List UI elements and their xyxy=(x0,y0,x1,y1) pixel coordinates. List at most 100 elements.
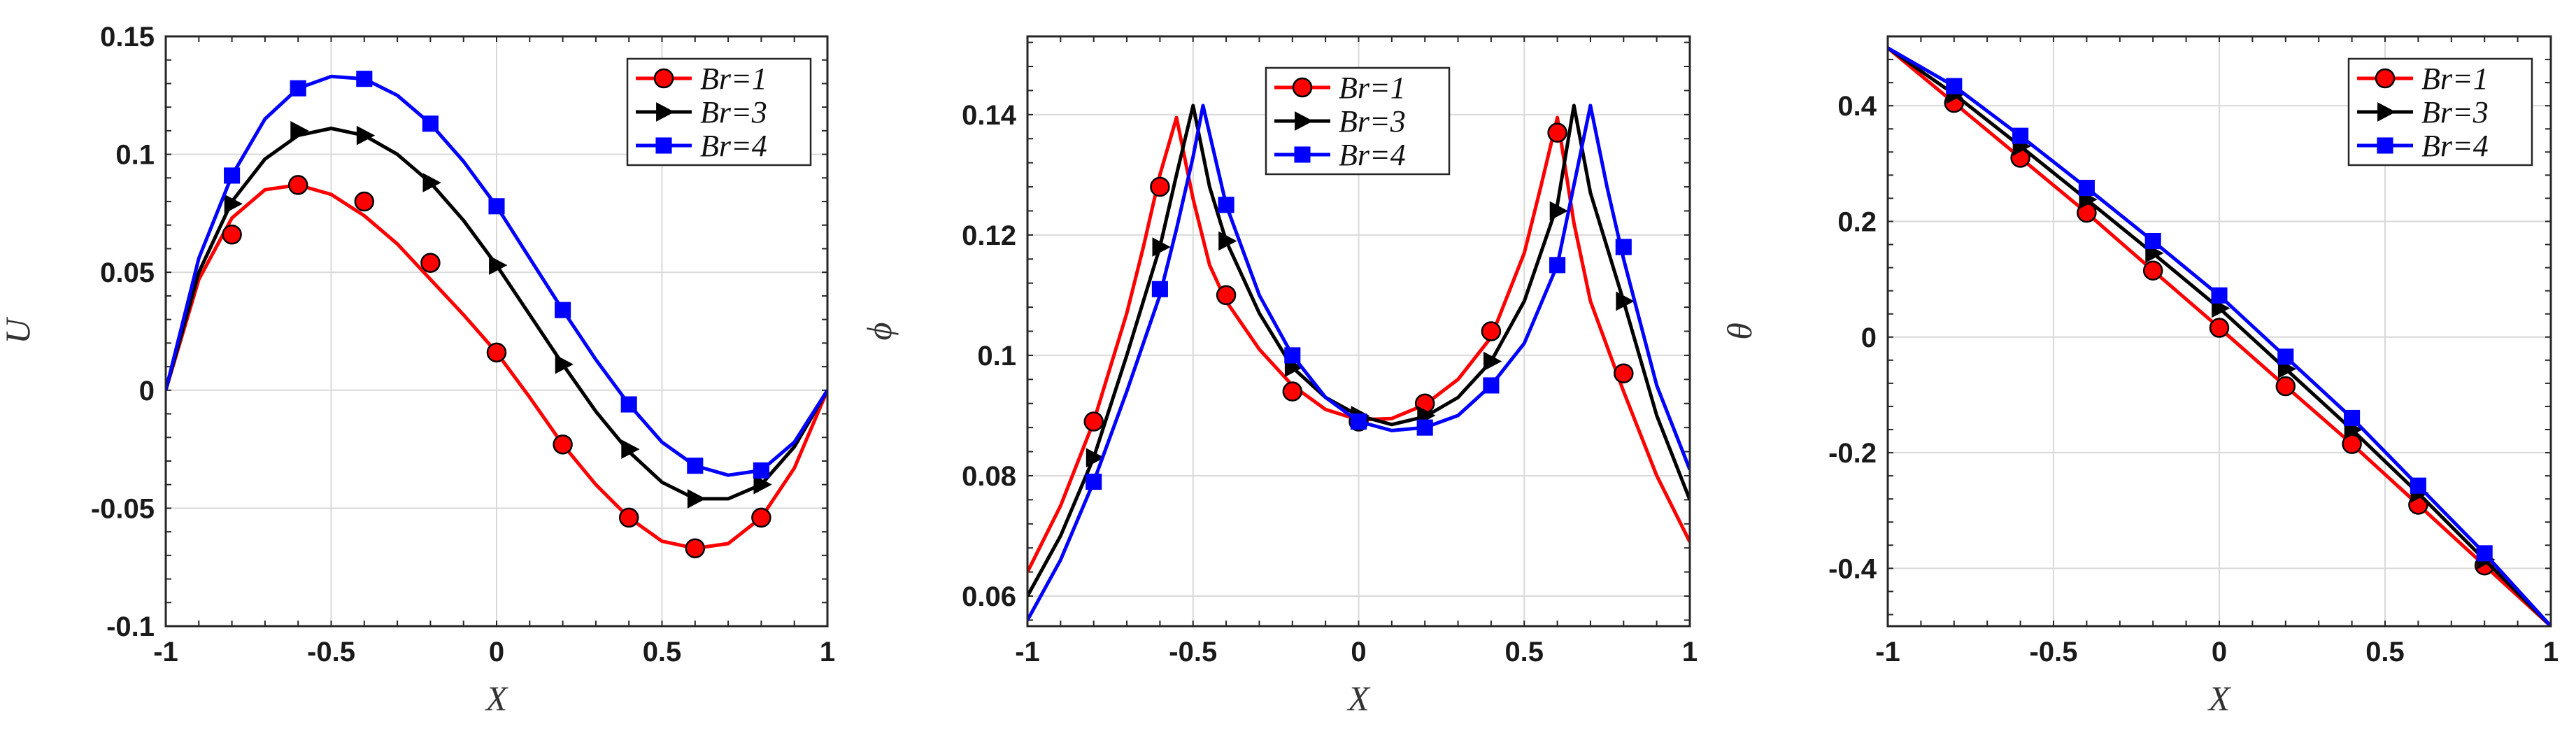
legend-label: Br=3 xyxy=(1339,104,1406,139)
y-tick-label: -0.4 xyxy=(1828,553,1877,584)
legend-marker-Br=3 xyxy=(656,102,675,122)
y-tick-label: 0.08 xyxy=(962,461,1016,492)
data-point-Br=1 xyxy=(354,191,375,212)
data-point-Br=4 xyxy=(2344,409,2361,427)
legend-label: Br=3 xyxy=(2421,95,2489,129)
data-point-Br=3 xyxy=(1549,201,1568,221)
x-tick-label: -1 xyxy=(1015,637,1040,667)
legend-label: Br=1 xyxy=(700,62,767,96)
data-point-Br=3 xyxy=(1152,237,1171,257)
x-tick-label: 0.5 xyxy=(1504,637,1544,667)
x-tick-label: -0.5 xyxy=(307,637,355,667)
data-point-Br=4 xyxy=(2277,348,2294,365)
series-group xyxy=(1027,104,1690,621)
x-tick-label: 1 xyxy=(2543,637,2559,667)
series-line-Br=3 xyxy=(1027,104,1690,597)
data-point-Br=4 xyxy=(1416,419,1433,436)
x-tick-label: 1 xyxy=(1682,637,1698,667)
data-point-Br=4 xyxy=(2410,477,2426,494)
y-tick-label: 0.14 xyxy=(962,100,1017,131)
y-tick-label: 0.12 xyxy=(962,220,1016,251)
x-tick-label: -0.5 xyxy=(2030,637,2078,667)
data-point-Br=1 xyxy=(1282,381,1303,402)
panel-u-velocity: -1 -0.5 0 0.5 1-0.1-0.0500.050.10.15XUBr=1Br… xyxy=(0,22,835,718)
data-point-Br=4 xyxy=(2211,287,2228,304)
data-point-Br=4 xyxy=(290,80,306,97)
data-point-Br=4 xyxy=(2476,545,2493,562)
x-tick-label: 0 xyxy=(2212,637,2227,667)
series-group xyxy=(1888,46,2551,626)
data-point-Br=4 xyxy=(224,167,241,184)
data-point-Br=1 xyxy=(751,507,771,528)
data-point-Br=3 xyxy=(356,125,376,146)
data-point-Br=4 xyxy=(2144,233,2161,250)
y-axis-label: ϕ xyxy=(860,323,899,341)
y-axis-label: U xyxy=(0,317,37,344)
data-point-Br=3 xyxy=(422,173,441,192)
data-point-Br=4 xyxy=(488,198,505,215)
y-tick-label: 0.1 xyxy=(977,341,1016,372)
legend-label: Br=4 xyxy=(700,129,767,163)
y-tick-label: 0.1 xyxy=(115,140,155,171)
data-point-Br=3 xyxy=(1086,448,1105,467)
data-point-Br=4 xyxy=(1483,377,1500,394)
data-point-Br=3 xyxy=(290,121,309,141)
y-tick-label: -0.05 xyxy=(91,493,155,524)
data-point-Br=4 xyxy=(2078,179,2095,197)
legend-marker-Br=4 xyxy=(2377,137,2393,154)
legend: Br=1Br=3Br=4 xyxy=(1265,66,1451,176)
y-tick-label: 0.4 xyxy=(1837,91,1877,122)
data-point-Br=4 xyxy=(1350,413,1367,430)
data-point-Br=3 xyxy=(224,194,243,214)
legend: Br=1Br=3Br=4 xyxy=(626,57,812,167)
legend-marker-Br=1 xyxy=(2375,68,2396,89)
data-point-Br=4 xyxy=(1218,197,1234,213)
data-point-Br=1 xyxy=(685,538,706,558)
y-tick-label: 0.15 xyxy=(100,22,155,52)
x-tick-label: -1 xyxy=(1875,637,1900,667)
x-tick-label: 0.5 xyxy=(2365,637,2405,667)
legend: Br=1Br=3Br=4 xyxy=(2347,57,2533,167)
data-point-Br=1 xyxy=(486,342,507,363)
data-point-Br=1 xyxy=(553,434,573,455)
data-point-Br=1 xyxy=(1481,321,1502,341)
x-axis-label: X xyxy=(485,679,509,718)
data-point-Br=3 xyxy=(555,354,574,374)
data-point-Br=4 xyxy=(555,302,571,318)
data-point-Br=4 xyxy=(1549,257,1566,274)
x-tick-label: 0 xyxy=(489,637,504,667)
x-tick-label: 0 xyxy=(1351,637,1366,667)
data-point-Br=3 xyxy=(753,474,772,495)
x-tick-label: 1 xyxy=(820,637,835,667)
data-point-Br=3 xyxy=(2212,298,2230,318)
data-point-Br=1 xyxy=(1150,176,1170,197)
data-point-Br=1 xyxy=(2275,376,2296,397)
x-tick-label: 0.5 xyxy=(643,637,682,667)
y-axis-label: θ xyxy=(1720,323,1759,340)
data-point-Br=1 xyxy=(1547,122,1567,143)
data-point-Br=4 xyxy=(422,115,439,132)
data-point-Br=1 xyxy=(287,175,308,195)
series-group xyxy=(166,71,827,558)
y-tick-label: 0.06 xyxy=(962,581,1016,612)
legend-label: Br=1 xyxy=(2421,62,2489,96)
data-point-Br=1 xyxy=(1083,411,1104,432)
data-point-Br=1 xyxy=(2142,260,2163,281)
data-point-Br=3 xyxy=(621,439,640,459)
data-point-Br=4 xyxy=(620,396,637,413)
data-point-Br=3 xyxy=(687,489,706,509)
panel-phi-concentration: -1 -0.5 0 0.5 1 0.06 0.08 0.1 0.12 0.14 Xϕ Br=1Br=3… xyxy=(860,35,1698,718)
legend-marker-Br=1 xyxy=(1292,77,1313,98)
data-point-Br=1 xyxy=(618,507,639,528)
axes-frame xyxy=(1886,35,2552,628)
y-tick-label: 0 xyxy=(1861,323,1877,353)
data-point-Br=4 xyxy=(1151,281,1168,297)
series-line-Br=4 xyxy=(1027,104,1690,621)
data-point-Br=4 xyxy=(1615,239,1632,255)
x-tick-label: -0.5 xyxy=(1169,637,1217,667)
data-point-Br=4 xyxy=(1086,474,1102,490)
x-axis-label: X xyxy=(2207,679,2232,718)
data-point-Br=4 xyxy=(1284,347,1301,364)
y-tick-label: 0.2 xyxy=(1837,206,1877,237)
